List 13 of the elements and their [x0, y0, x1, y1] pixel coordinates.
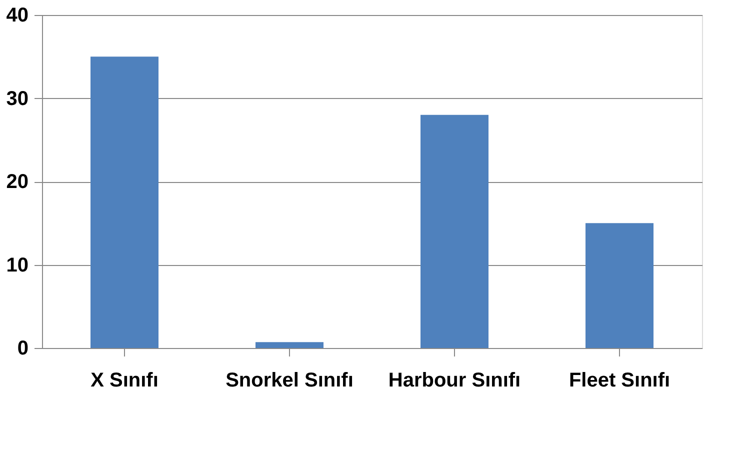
bar	[90, 56, 158, 348]
bar	[586, 223, 654, 348]
x-tick-label: Snorkel Sınıfı	[226, 370, 354, 392]
y-tick-label: 20	[6, 171, 28, 193]
x-tick-label: Fleet Sınıfı	[568, 370, 670, 392]
y-tick-label: 30	[6, 88, 28, 110]
y-tick-label: 10	[6, 254, 28, 276]
y-tick-label: 0	[17, 338, 28, 360]
x-tick-label: X Sınıfı	[90, 370, 158, 392]
bar	[420, 114, 488, 348]
bar	[256, 342, 324, 348]
y-tick-label: 40	[6, 4, 28, 26]
x-tick-label: Harbour Sınıfı	[388, 370, 521, 392]
